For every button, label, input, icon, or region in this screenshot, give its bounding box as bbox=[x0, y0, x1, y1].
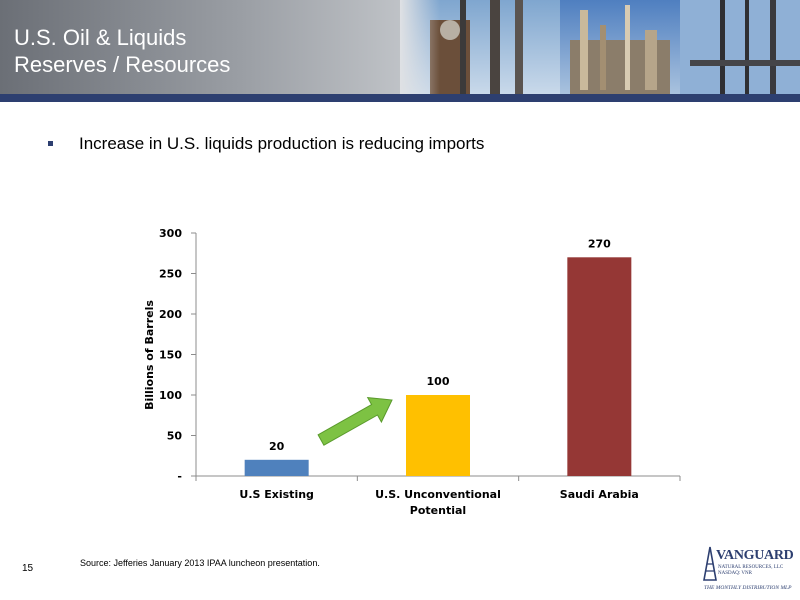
bullet-text: Increase in U.S. liquids production is r… bbox=[79, 134, 485, 153]
logo-subtitle-line-1: NATURAL RESOURCES, LLC bbox=[718, 565, 784, 570]
category-label: Potential bbox=[410, 504, 466, 517]
derrick-icon bbox=[703, 546, 717, 581]
slide-title-line-2: Reserves / Resources bbox=[14, 52, 231, 77]
category-label: Saudi Arabia bbox=[560, 488, 639, 501]
data-label: 100 bbox=[427, 375, 450, 388]
source-note: Source: Jefferies January 2013 IPAA lunc… bbox=[80, 558, 320, 568]
bullet-square-icon bbox=[48, 141, 53, 146]
bar bbox=[567, 257, 632, 476]
y-tick-label: 150 bbox=[159, 349, 182, 362]
category-label: U.S Existing bbox=[239, 488, 314, 501]
growth-arrow-shape bbox=[317, 397, 393, 446]
y-tick-label: 50 bbox=[167, 430, 183, 443]
bar bbox=[244, 459, 309, 476]
logo-subtitle: NATURAL RESOURCES, LLC NASDAQ: VNR bbox=[718, 565, 783, 577]
chart-bars bbox=[244, 257, 632, 476]
logo-tagline: THE MONTHLY DISTRIBUTION MLP bbox=[704, 585, 792, 591]
bullet-point: Increase in U.S. liquids production is r… bbox=[48, 134, 484, 154]
header-band bbox=[0, 94, 800, 102]
category-label: U.S. Unconventional bbox=[375, 488, 501, 501]
chart-labels: - 50 100 150 200 250 300 Billions of Barrels 20 U… bbox=[143, 227, 639, 517]
y-axis-label: Billions of Barrels bbox=[143, 300, 156, 410]
data-label: 270 bbox=[588, 237, 611, 250]
logo-name: VANGUARD bbox=[716, 548, 794, 563]
slide-title-line-1: U.S. Oil & Liquids bbox=[14, 25, 187, 50]
logo-subtitle-line-2: NASDAQ: VNR bbox=[718, 571, 752, 576]
y-tick-label: 100 bbox=[159, 389, 182, 402]
oilfield-photo-strip bbox=[400, 0, 800, 94]
data-label: 20 bbox=[269, 440, 285, 453]
slide-title: U.S. Oil & Liquids Reserves / Resources bbox=[14, 24, 230, 78]
y-tick-label: 200 bbox=[159, 308, 182, 321]
y-tick-label: 300 bbox=[159, 227, 182, 240]
slide-number: 15 bbox=[22, 563, 34, 574]
bar bbox=[406, 395, 470, 476]
y-tick-label: 250 bbox=[159, 268, 182, 281]
slide-header: U.S. Oil & Liquids Reserves / Resources bbox=[0, 0, 800, 94]
y-tick-label: - bbox=[177, 470, 182, 483]
vanguard-logo: VANGUARD NATURAL RESOURCES, LLC NASDAQ: … bbox=[700, 544, 796, 596]
growth-arrow-icon bbox=[317, 397, 393, 446]
